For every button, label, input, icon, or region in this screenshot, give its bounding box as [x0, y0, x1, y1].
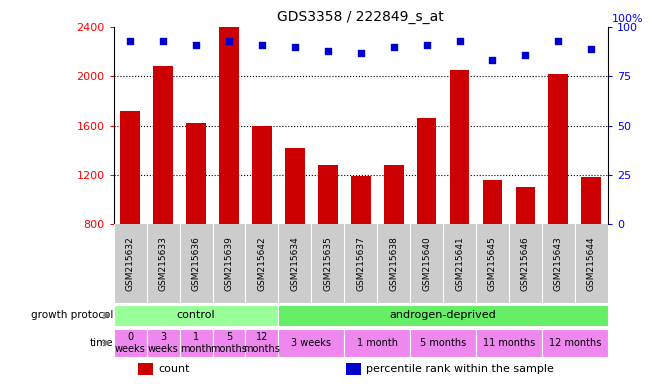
- Text: GSM215646: GSM215646: [521, 237, 530, 291]
- Point: [290, 43, 300, 50]
- Point: [224, 38, 234, 44]
- FancyBboxPatch shape: [278, 305, 608, 326]
- Text: GSM215633: GSM215633: [159, 237, 168, 291]
- Bar: [138, 362, 153, 375]
- Text: 100%: 100%: [612, 14, 644, 24]
- Point: [421, 41, 432, 48]
- Text: androgen-deprived: androgen-deprived: [390, 310, 497, 320]
- Bar: [450, 70, 469, 323]
- Bar: [384, 165, 404, 323]
- FancyBboxPatch shape: [246, 329, 278, 357]
- Point: [191, 41, 202, 48]
- Text: 3
weeks: 3 weeks: [148, 332, 179, 354]
- FancyBboxPatch shape: [114, 329, 147, 357]
- Bar: [186, 123, 206, 323]
- Text: GSM215641: GSM215641: [455, 237, 464, 291]
- Bar: [285, 148, 305, 323]
- Text: GSM215644: GSM215644: [587, 237, 596, 291]
- Text: GSM215640: GSM215640: [422, 237, 431, 291]
- FancyBboxPatch shape: [147, 329, 179, 357]
- Bar: [318, 165, 338, 323]
- Bar: [120, 111, 140, 323]
- Bar: [346, 362, 361, 375]
- FancyBboxPatch shape: [213, 329, 246, 357]
- Text: control: control: [177, 310, 215, 320]
- Text: GSM215642: GSM215642: [257, 237, 266, 291]
- FancyBboxPatch shape: [344, 329, 410, 357]
- Point: [454, 38, 465, 44]
- Text: GSM215636: GSM215636: [192, 237, 201, 291]
- Title: GDS3358 / 222849_s_at: GDS3358 / 222849_s_at: [278, 10, 444, 25]
- Text: GSM215632: GSM215632: [125, 237, 135, 291]
- FancyBboxPatch shape: [542, 329, 608, 357]
- Point: [553, 38, 564, 44]
- Text: GSM215634: GSM215634: [291, 237, 300, 291]
- Point: [488, 57, 498, 63]
- FancyBboxPatch shape: [114, 305, 278, 326]
- Text: 3 weeks: 3 weeks: [291, 338, 332, 348]
- FancyBboxPatch shape: [476, 329, 542, 357]
- Text: 11 months: 11 months: [483, 338, 535, 348]
- Text: percentile rank within the sample: percentile rank within the sample: [366, 364, 554, 374]
- Text: 1
month: 1 month: [180, 332, 212, 354]
- Bar: [482, 180, 502, 323]
- Point: [356, 50, 366, 56]
- Text: GSM215638: GSM215638: [389, 237, 398, 291]
- Text: GSM215645: GSM215645: [488, 237, 497, 291]
- Bar: [581, 177, 601, 323]
- Bar: [549, 74, 568, 323]
- Point: [158, 38, 168, 44]
- Text: time: time: [90, 338, 113, 348]
- Point: [257, 41, 267, 48]
- FancyBboxPatch shape: [278, 329, 344, 357]
- Point: [125, 38, 135, 44]
- Bar: [351, 175, 370, 323]
- Point: [586, 46, 597, 52]
- FancyBboxPatch shape: [410, 329, 476, 357]
- Text: GSM215635: GSM215635: [323, 237, 332, 291]
- Text: GSM215643: GSM215643: [554, 237, 563, 291]
- Bar: [252, 126, 272, 323]
- Point: [520, 51, 530, 58]
- Text: GSM215639: GSM215639: [224, 237, 233, 291]
- Text: 12 months: 12 months: [549, 338, 601, 348]
- Text: 1 month: 1 month: [357, 338, 398, 348]
- Text: count: count: [158, 364, 190, 374]
- Text: 12
months: 12 months: [244, 332, 280, 354]
- FancyBboxPatch shape: [179, 329, 213, 357]
- Bar: [515, 187, 536, 323]
- Text: 5 months: 5 months: [420, 338, 466, 348]
- Text: GSM215637: GSM215637: [356, 237, 365, 291]
- Bar: [219, 27, 239, 323]
- Text: growth protocol: growth protocol: [31, 310, 113, 320]
- Bar: [417, 118, 437, 323]
- Point: [389, 43, 399, 50]
- Bar: [153, 66, 173, 323]
- Point: [322, 48, 333, 54]
- Text: 0
weeks: 0 weeks: [115, 332, 146, 354]
- Text: 5
months: 5 months: [211, 332, 248, 354]
